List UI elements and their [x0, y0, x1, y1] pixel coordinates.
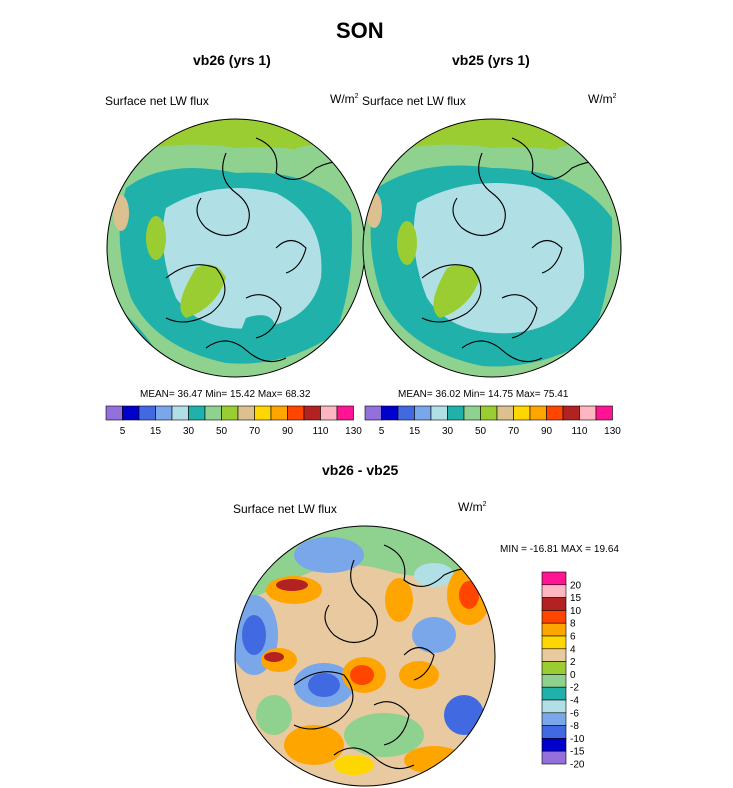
colorbar-diff-swatch [541, 597, 567, 611]
colorbar-left-swatch [221, 405, 239, 421]
map-right [362, 118, 622, 378]
colorbar-left-tick-label: 110 [313, 426, 329, 437]
colorbar-left-tick-label: 70 [249, 426, 261, 437]
colorbar-left-tick-label: 130 [345, 426, 362, 437]
colorbar-right-swatch [480, 405, 498, 421]
colorbar-right-tick-label: 15 [409, 426, 421, 437]
colorbar-right-swatch [397, 405, 415, 421]
panel-left-stats: MEAN= 36.47 Min= 15.42 Max= 68.32 [140, 389, 311, 400]
colorbar-left-swatch [105, 405, 123, 421]
colorbar-diff-swatch [541, 750, 567, 765]
colorbar-left-swatch [237, 405, 255, 421]
diff-heading: vb26 - vb25 [322, 462, 399, 478]
colorbar-left-tick-label: 30 [183, 426, 195, 437]
colorbar-right-swatch [546, 405, 564, 421]
colorbar-left-swatch [320, 405, 338, 421]
colorbar-diff-tick-label: -4 [570, 696, 579, 707]
colorbar-left-tick-label: 15 [150, 426, 162, 437]
colorbar-diff-swatch [541, 635, 567, 650]
colorbar-left-swatch [270, 405, 288, 421]
panel-right-units: W/m2 [588, 92, 617, 106]
colorbar-right-swatch [447, 405, 465, 421]
colorbar-right-swatch [595, 405, 613, 421]
colorbar-left-swatch [204, 405, 222, 421]
map-diff [234, 525, 496, 787]
colorbar-diff-swatch [541, 610, 567, 624]
colorbar-left: 5 15 30 50 70 90 110 130 [105, 405, 362, 437]
colorbar-diff-tick-label: -15 [570, 747, 585, 758]
colorbar-left-swatch [188, 405, 206, 421]
panel-right-heading: vb25 (yrs 1) [452, 52, 530, 68]
colorbar-diff-swatch [541, 571, 567, 586]
colorbar-right-tick-label: 70 [508, 426, 520, 437]
colorbar-diff-tick-label: 4 [570, 644, 576, 655]
colorbar-right-tick-label: 90 [541, 426, 553, 437]
colorbar-diff-swatch [541, 712, 567, 726]
panel-right-stats: MEAN= 36.02 Min= 14.75 Max= 75.41 [398, 389, 569, 400]
colorbar-right-swatch [430, 405, 448, 421]
colorbar-right-swatch [496, 405, 514, 421]
colorbar-diff-tick-label: -10 [570, 734, 585, 745]
colorbar-left-swatch [138, 405, 156, 421]
colorbar-diff-tick-label: 8 [570, 619, 576, 630]
colorbar-right: 5 15 30 50 70 90 110 130 [364, 405, 621, 437]
colorbar-right-swatch [414, 405, 432, 421]
colorbar-diff-tick-label: -8 [570, 721, 579, 732]
colorbar-diff-tick-label: -2 [570, 683, 579, 694]
panel-left-heading: vb26 (yrs 1) [193, 52, 271, 68]
diff-minmax: MIN = -16.81 MAX = 19.64 [500, 544, 619, 555]
colorbar-left-swatch [171, 405, 189, 421]
colorbar-left-tick-label: 90 [282, 426, 294, 437]
map-left [106, 118, 366, 378]
colorbar-diff-tick-label: 20 [570, 580, 582, 591]
colorbar-right-tick-label: 130 [604, 426, 621, 437]
colorbar-right-swatch [463, 405, 481, 421]
colorbar-diff-swatch [541, 661, 567, 675]
colorbar-right-tick-label: 30 [442, 426, 454, 437]
page-title: SON [336, 18, 384, 43]
colorbar-right-swatch [513, 405, 531, 421]
colorbar-left-swatch [254, 405, 272, 421]
colorbar-left-swatch [122, 405, 140, 421]
panel-left-units: W/m2 [330, 92, 359, 106]
colorbar-right-tick-label: 5 [379, 426, 385, 437]
colorbar-diff-tick-label: 10 [570, 606, 582, 617]
colorbar-left-swatch [287, 405, 305, 421]
colorbar-left-swatch [336, 405, 354, 421]
colorbar-diff-swatch [541, 699, 567, 714]
colorbar-right-swatch [364, 405, 382, 421]
colorbar-right-swatch [562, 405, 580, 421]
colorbar-diff-tick-label: 6 [570, 632, 576, 643]
colorbar-diff-tick-label: 0 [570, 670, 576, 681]
colorbar-right-swatch [381, 405, 399, 421]
colorbar-right-tick-label: 110 [572, 426, 588, 437]
colorbar-diff-swatch [541, 674, 567, 688]
colorbar-diff-swatch [541, 686, 567, 701]
colorbar-diff-swatch [541, 738, 567, 752]
colorbar-left-swatch [155, 405, 173, 421]
colorbar-diff-swatch [541, 584, 567, 598]
colorbar-diff-swatch [541, 622, 567, 637]
colorbar-left-swatch [303, 405, 321, 421]
colorbar-right-swatch [529, 405, 547, 421]
colorbar-left-tick-label: 50 [216, 426, 228, 437]
colorbar-diff-tick-label: -6 [570, 708, 579, 719]
colorbar-diff-tick-label: -20 [570, 760, 585, 771]
colorbar-diff-swatch [541, 725, 567, 739]
panel-left-variable: Surface net LW flux [105, 94, 209, 108]
colorbar-diff-swatch [541, 648, 567, 662]
colorbar-diff-tick-label: 2 [570, 657, 576, 668]
colorbar-right-tick-label: 50 [475, 426, 487, 437]
colorbar-diff-tick-label: 15 [570, 593, 582, 604]
diff-variable: Surface net LW flux [233, 502, 337, 516]
diff-units: W/m2 [458, 500, 487, 514]
panel-right-variable: Surface net LW flux [362, 94, 466, 108]
colorbar-right-swatch [579, 405, 597, 421]
colorbar-left-tick-label: 5 [120, 426, 126, 437]
